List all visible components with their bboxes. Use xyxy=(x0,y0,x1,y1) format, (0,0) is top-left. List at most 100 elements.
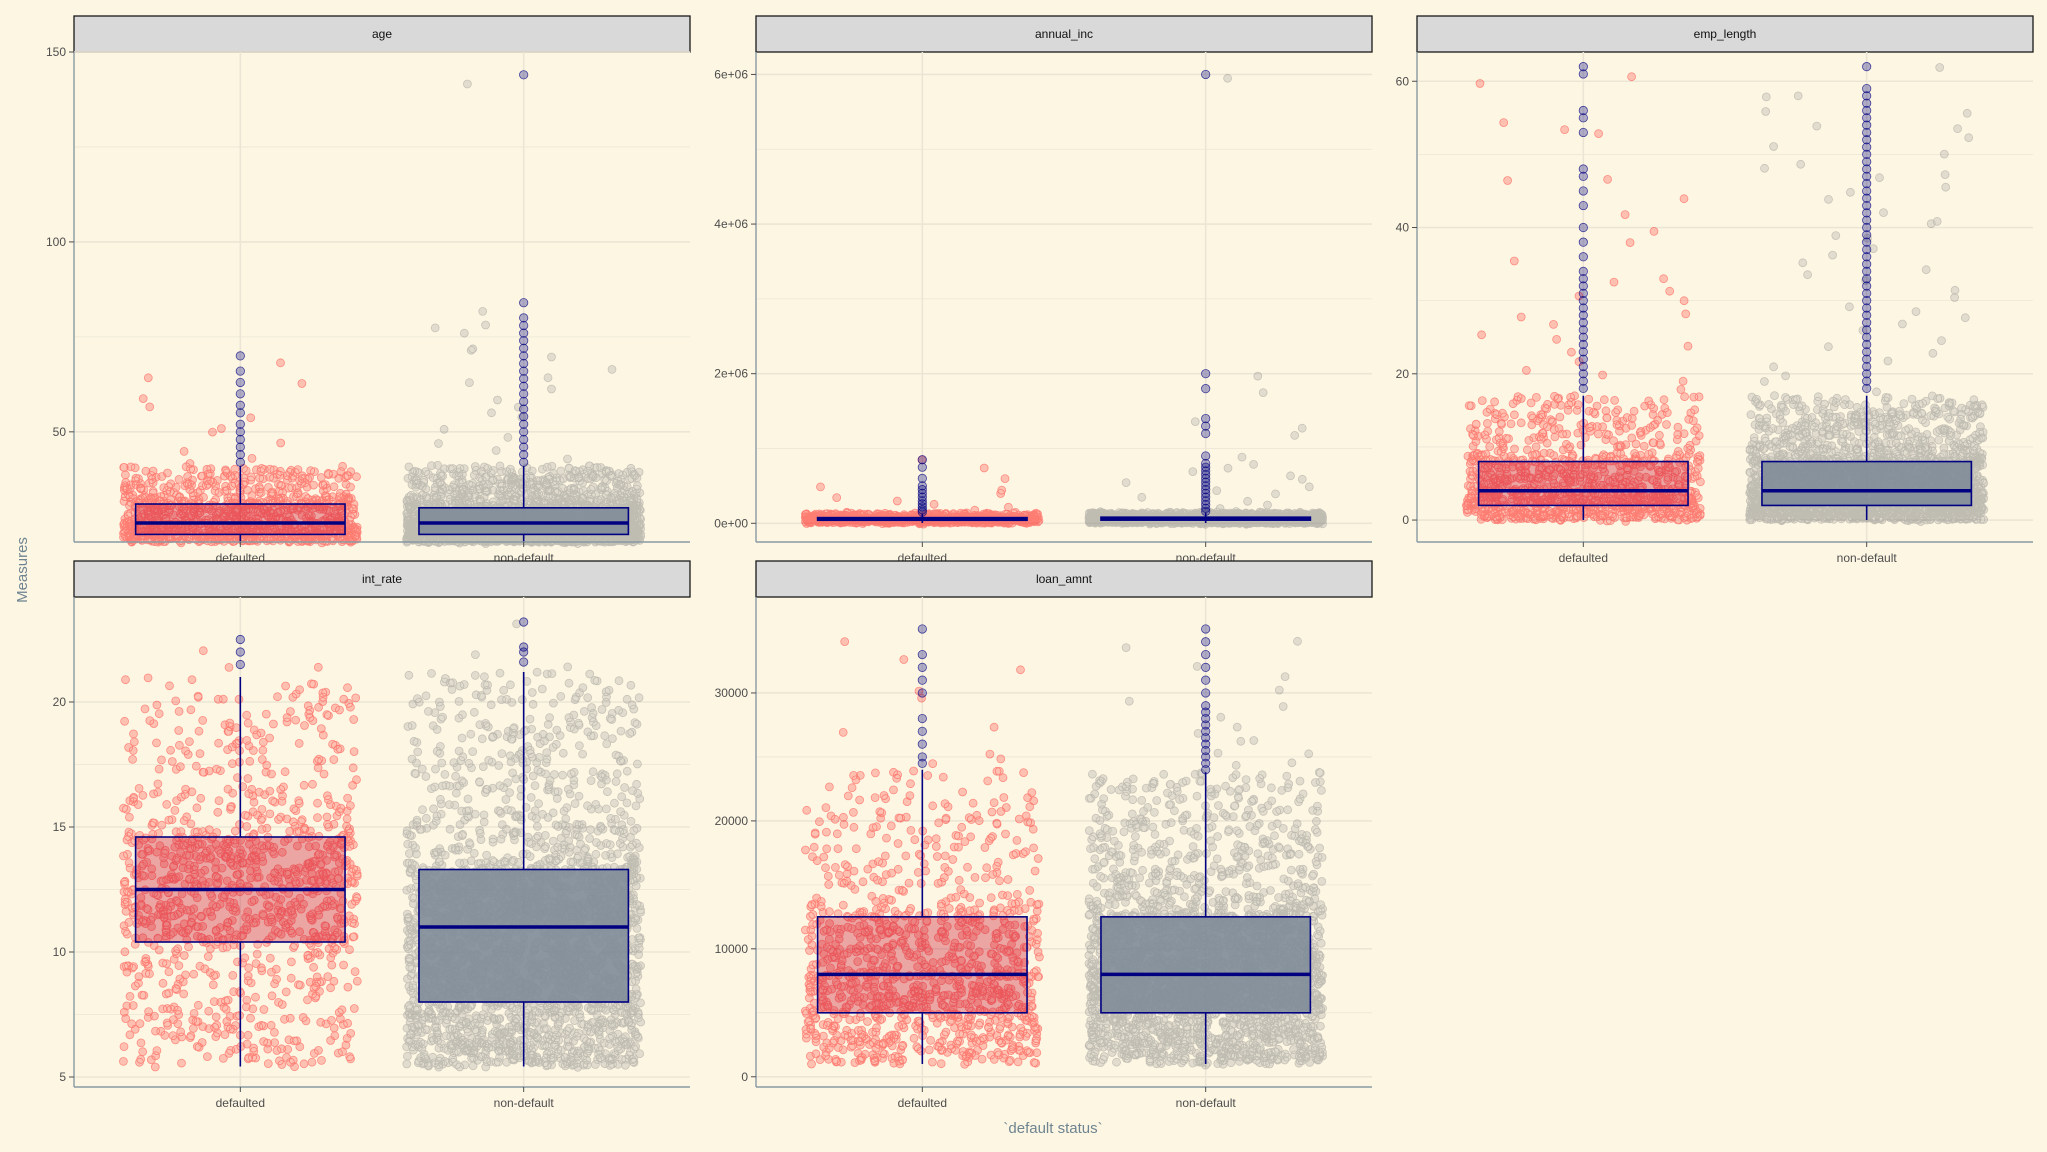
outlier-point xyxy=(1578,266,1588,277)
outlier-point xyxy=(1862,179,1872,189)
outlier-point xyxy=(1578,69,1588,79)
outlier-point xyxy=(1201,384,1211,394)
outlier-point xyxy=(1201,485,1211,495)
outlier-point xyxy=(519,343,529,353)
outlier-point xyxy=(1862,317,1872,328)
outlier-point xyxy=(519,351,529,361)
x-tick-label: non-default xyxy=(494,1096,555,1110)
outlier-point xyxy=(1578,252,1588,262)
outlier-point xyxy=(1862,157,1872,167)
box-non-default xyxy=(1100,69,1312,523)
outlier-point xyxy=(1201,492,1211,502)
y-tick-label: 10 xyxy=(53,945,67,959)
outlier-point xyxy=(1862,288,1872,298)
outlier-point xyxy=(1862,383,1872,394)
x-tick-label: defaulted xyxy=(1559,551,1608,565)
y-tick-label: 60 xyxy=(1396,74,1410,88)
box-defaulted xyxy=(816,455,1028,523)
outlier-point xyxy=(1201,688,1211,698)
outlier-point xyxy=(1201,733,1211,743)
outlier-point xyxy=(1201,451,1211,461)
outlier-point xyxy=(917,481,927,491)
outlier-point xyxy=(1578,383,1588,394)
outlier-point xyxy=(1862,376,1872,386)
outlier-point xyxy=(1862,149,1872,159)
outlier-point xyxy=(1862,171,1872,181)
outlier-point xyxy=(1862,274,1872,284)
outlier-point xyxy=(1862,186,1872,196)
outlier-point xyxy=(1862,208,1872,218)
outlier-point xyxy=(235,442,245,452)
y-tick-label: 20 xyxy=(1396,367,1410,381)
y-tick-label: 4e+06 xyxy=(714,217,748,231)
outlier-point xyxy=(1201,477,1211,487)
outlier-point xyxy=(1201,462,1211,472)
y-tick-label: 0 xyxy=(741,1070,748,1084)
outlier-point xyxy=(1201,637,1211,647)
outlier-point xyxy=(1862,91,1872,101)
outlier-point xyxy=(1862,142,1872,152)
outlier-point xyxy=(1862,135,1872,145)
outlier-point xyxy=(1578,310,1588,320)
outlier-point xyxy=(519,427,529,437)
facet-emp-length: emp_length 0 20 40 60 defaulted non-default xyxy=(1396,15,2034,565)
outlier-point xyxy=(1862,120,1872,130)
box-iqr xyxy=(1477,460,1689,507)
outlier-point xyxy=(235,647,245,657)
box-defaulted xyxy=(134,351,346,542)
outlier-point xyxy=(917,739,927,749)
outlier-point xyxy=(1862,62,1872,72)
outlier-point xyxy=(917,662,927,672)
outlier-point xyxy=(519,313,529,323)
outlier-point xyxy=(519,404,529,414)
facet-loan-amnt: loan_amnt 0 10000 20000 30000 defaulted non-de… xyxy=(715,560,1373,1110)
outlier-point xyxy=(1201,649,1211,660)
outlier-point xyxy=(1862,281,1872,291)
facet-strip xyxy=(755,15,1373,53)
grid-lines xyxy=(1417,52,2033,542)
box-non-default xyxy=(1100,624,1312,1064)
outlier-point xyxy=(519,320,529,331)
outlier-point xyxy=(1862,303,1872,313)
outlier-point xyxy=(917,499,927,509)
outlier-point xyxy=(1201,428,1211,439)
outlier-point xyxy=(235,450,245,460)
outlier-point xyxy=(1862,230,1872,240)
outlier-point xyxy=(1201,739,1211,749)
outlier-point xyxy=(1578,354,1588,364)
y-tick-label: 2e+06 xyxy=(714,367,748,381)
outlier-point xyxy=(1862,222,1872,233)
outlier-point xyxy=(1578,296,1588,306)
outlier-point xyxy=(235,634,245,645)
outlier-point xyxy=(917,455,927,465)
outlier-point xyxy=(1201,466,1211,476)
outlier-point xyxy=(917,713,927,724)
outlier-point xyxy=(1201,745,1211,756)
box-defaulted xyxy=(816,624,1028,1064)
facet-strip-label: loan_amnt xyxy=(1036,572,1093,586)
outlier-point xyxy=(519,70,529,80)
outlier-point xyxy=(1201,765,1211,775)
y-tick-label: 20 xyxy=(53,695,67,709)
outlier-point xyxy=(1201,662,1211,672)
outlier-point xyxy=(1201,707,1211,717)
x-axis-title: `default status` xyxy=(1003,1120,1102,1137)
outlier-point xyxy=(1578,274,1588,284)
outlier-point xyxy=(1862,105,1872,116)
outlier-point xyxy=(917,675,927,685)
outlier-point xyxy=(519,389,529,399)
grid-lines xyxy=(756,52,1372,542)
outlier-point xyxy=(519,434,529,445)
outlier-point xyxy=(235,408,245,418)
outlier-point xyxy=(235,351,245,361)
outlier-point xyxy=(1862,266,1872,277)
outlier-point xyxy=(1201,624,1211,634)
outlier-point xyxy=(1201,726,1211,736)
y-tick-label: 100 xyxy=(46,235,66,249)
outlier-point xyxy=(1201,470,1211,480)
outlier-point xyxy=(1201,369,1211,379)
outlier-point xyxy=(519,336,529,346)
outlier-point xyxy=(1578,164,1588,174)
